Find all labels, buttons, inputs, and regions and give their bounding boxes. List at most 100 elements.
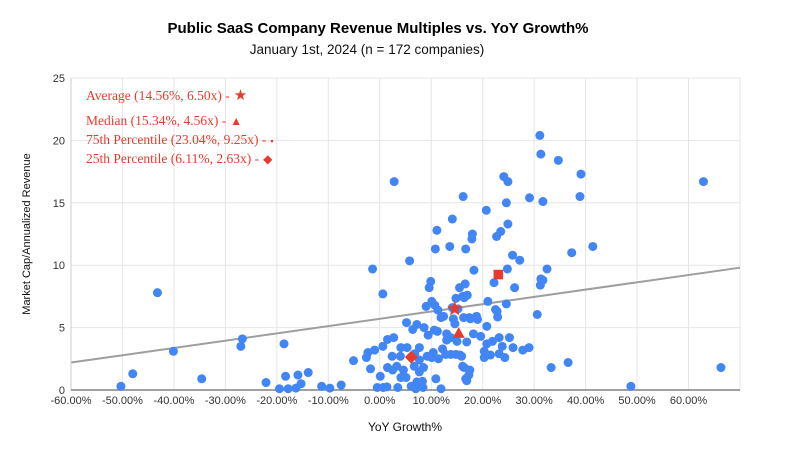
data-point (274, 384, 284, 394)
legend-label-25th-percentile: 25th Percentile (6.11%, 2.63x) - (86, 151, 260, 166)
data-point (395, 351, 405, 361)
data-point (538, 197, 548, 207)
data-point (504, 333, 514, 343)
data-point (432, 225, 442, 235)
data-point (461, 244, 471, 254)
data-point (236, 341, 246, 351)
data-point (553, 155, 563, 165)
data-point (462, 337, 472, 347)
stat-marker-median (452, 327, 465, 338)
data-point (336, 380, 346, 390)
data-point (402, 343, 412, 353)
y-tick-label: 20 (53, 135, 65, 147)
data-point (349, 356, 359, 366)
data-point (508, 250, 518, 260)
x-tick-label: -30.00% (205, 395, 246, 407)
data-point (536, 149, 546, 159)
y-tick-label: 15 (53, 198, 65, 210)
data-point (473, 314, 483, 324)
legend-item-25th-percentile: 25th Percentile (6.11%, 2.63x) - ◆ (86, 149, 274, 168)
data-point (502, 264, 512, 274)
x-tick-label: 10.00% (413, 395, 451, 407)
data-point (430, 244, 440, 254)
data-point (439, 311, 449, 321)
diamond-icon: ◆ (263, 152, 273, 166)
data-point (489, 278, 499, 288)
data-point (496, 227, 506, 237)
data-point (366, 364, 376, 374)
data-point (481, 205, 491, 215)
data-point (485, 350, 495, 360)
data-point (508, 343, 518, 353)
x-tick-label: 60.00% (670, 395, 708, 407)
data-point (281, 371, 291, 381)
data-point (283, 384, 293, 394)
triangle-icon: ▲ (230, 114, 243, 128)
data-point (525, 193, 535, 203)
data-point (393, 383, 403, 393)
data-point (468, 329, 478, 339)
data-point (716, 363, 726, 373)
data-point (494, 333, 504, 343)
data-point (389, 333, 399, 343)
data-point (460, 279, 470, 289)
x-tick-label: 20.00% (464, 395, 502, 407)
data-point (419, 323, 429, 333)
data-point (458, 192, 468, 202)
data-point (279, 339, 289, 349)
data-point (532, 309, 542, 319)
x-axis-title: YoY Growth% (367, 420, 443, 434)
legend-item-average: Average (14.56%, 6.50x) - ★ (86, 86, 274, 105)
y-tick-label: 5 (59, 323, 65, 335)
data-point (414, 355, 424, 365)
data-point (116, 381, 126, 391)
data-point (546, 363, 556, 373)
x-tick-label: 30.00% (515, 395, 553, 407)
data-point (392, 361, 402, 371)
x-tick-label: 50.00% (618, 395, 656, 407)
data-point (567, 248, 577, 258)
data-point (465, 365, 475, 375)
chart-title: Public SaaS Company Revenue Multiples vs… (167, 20, 589, 37)
data-point (426, 276, 436, 286)
y-axis-title: Market Cap/Annualized Revenue (21, 153, 33, 315)
data-point (419, 363, 429, 373)
data-point (462, 290, 472, 300)
data-point (497, 341, 507, 351)
data-point (368, 264, 378, 274)
data-point (389, 177, 399, 187)
data-point (538, 275, 548, 285)
data-point (433, 354, 443, 364)
data-point (469, 265, 479, 275)
data-point (535, 130, 545, 140)
data-point (482, 321, 492, 331)
legend-item-median: Median (15.34%, 4.56x) - ▲ (86, 111, 274, 130)
y-tick-label: 0 (59, 385, 65, 397)
legend-label-average: Average (14.56%, 6.50x) - (86, 88, 230, 103)
data-point (503, 177, 513, 187)
data-point (576, 169, 586, 179)
data-point (372, 383, 382, 393)
trendline (70, 266, 741, 364)
data-point (414, 343, 424, 353)
data-point (296, 379, 306, 389)
legend-label-median: Median (15.34%, 4.56x) - (86, 113, 227, 128)
data-point (428, 348, 438, 358)
data-point (563, 358, 573, 368)
stat-marker-25th-percentile (404, 350, 418, 364)
stat-marker-75th-percentile (493, 269, 504, 280)
x-tick-label: -20.00% (256, 395, 297, 407)
data-point (483, 296, 493, 306)
data-point (261, 378, 271, 388)
data-point (493, 312, 503, 322)
data-point (378, 341, 388, 351)
x-tick-label: 40.00% (567, 395, 605, 407)
data-point (418, 383, 428, 393)
data-point (476, 331, 486, 341)
data-point (433, 305, 443, 315)
data-point (510, 283, 520, 293)
data-point (698, 177, 708, 187)
legend-item-75th-percentile: 75th Percentile (23.04%, 9.25x) - ▪ (86, 130, 274, 149)
x-tick-label: -10.00% (308, 395, 349, 407)
